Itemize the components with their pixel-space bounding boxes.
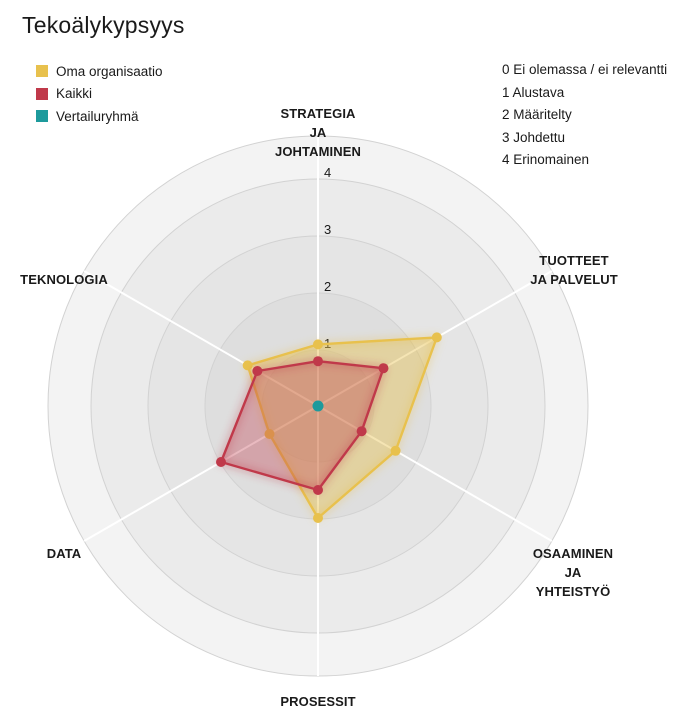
radar-tick-label: 4 [324,165,331,180]
axis-label-line: STRATEGIA [280,106,356,121]
chart-title: Tekoälykypsyys [22,12,185,38]
axis-label-line: OSAAMINEN [533,546,613,561]
series-point [313,339,323,350]
series-point [313,356,323,367]
scale-legend-item: 4 Erinomainen [502,152,590,167]
axis-label-line: JOHTAMINEN [275,144,361,159]
series-vertailuryhm- [312,400,324,412]
axis-label: OSAAMINEN JA YHTEISTYÖ [533,546,613,599]
radar-spoke [83,405,319,542]
series-point [216,457,227,467]
legend-label: Kaikki [56,86,93,102]
radar-axis-labels: STRATEGIA JA JOHTAMINEN TUOTTEET JA PALVELUT… [20,106,618,709]
legend-item-kaikki[interactable]: Kaikki [36,83,163,106]
axis-label-line: YHTEISTYÖ [536,584,611,599]
axis-label-line: JA PALVELUT [530,272,618,287]
radar-tick-label: 2 [324,279,331,294]
series-point [312,400,324,412]
series-point [242,360,253,371]
series-point [356,426,367,437]
scale-legend-item: 2 Määritelty [502,107,572,122]
series-point [390,445,401,456]
axis-label-line: JA [310,125,327,140]
legend-item-oma-organisaatio[interactable]: Oma organisaatio [36,60,163,83]
series-kaikki [216,356,389,495]
series-point [431,332,442,343]
series-point [264,429,275,439]
legend-swatch [36,87,48,100]
scale-legend-item: 0 Ei olemassa / ei relevantti [502,62,668,77]
axis-label-line: TUOTTEET [539,253,608,268]
axis-label-line: PROSESSIT [280,694,355,709]
series-point [313,513,323,523]
legend-swatch [36,65,48,78]
legend-label: Vertailuryhmä [56,108,139,124]
radar-spoke [83,270,319,407]
axis-label: PROSESSIT [280,694,355,709]
axis-label-line: TEKNOLOGIA [20,272,108,287]
axis-label: DATA [47,546,82,561]
axis-label: STRATEGIA JA JOHTAMINEN [275,106,361,159]
scale-legend-item: 1 Alustava [502,84,565,100]
scale-legend: 0 Ei olemassa / ei relevantti 1 Alustava… [502,59,667,172]
series-point [252,366,263,376]
axis-label-line: DATA [47,546,82,561]
legend-label: Oma organisaatio [56,63,163,79]
series-legend: Oma organisaatio Kaikki Vertailuryhmä [36,60,163,128]
series-oma-organisaatio [242,332,442,523]
series-point [313,485,323,495]
scale-legend-item: 3 Johdettu [502,129,566,145]
axis-label: TEKNOLOGIA [20,272,108,287]
radar-spoke [317,405,553,542]
axis-label: TUOTTEET JA PALVELUT [530,253,618,287]
legend-swatch [36,110,48,123]
radar-tick-label: 3 [324,222,331,237]
legend-item-vertailuryhma[interactable]: Vertailuryhmä [36,105,163,128]
axis-label-line: JA [565,565,582,580]
series-point [378,363,389,374]
radar-series [216,332,442,523]
